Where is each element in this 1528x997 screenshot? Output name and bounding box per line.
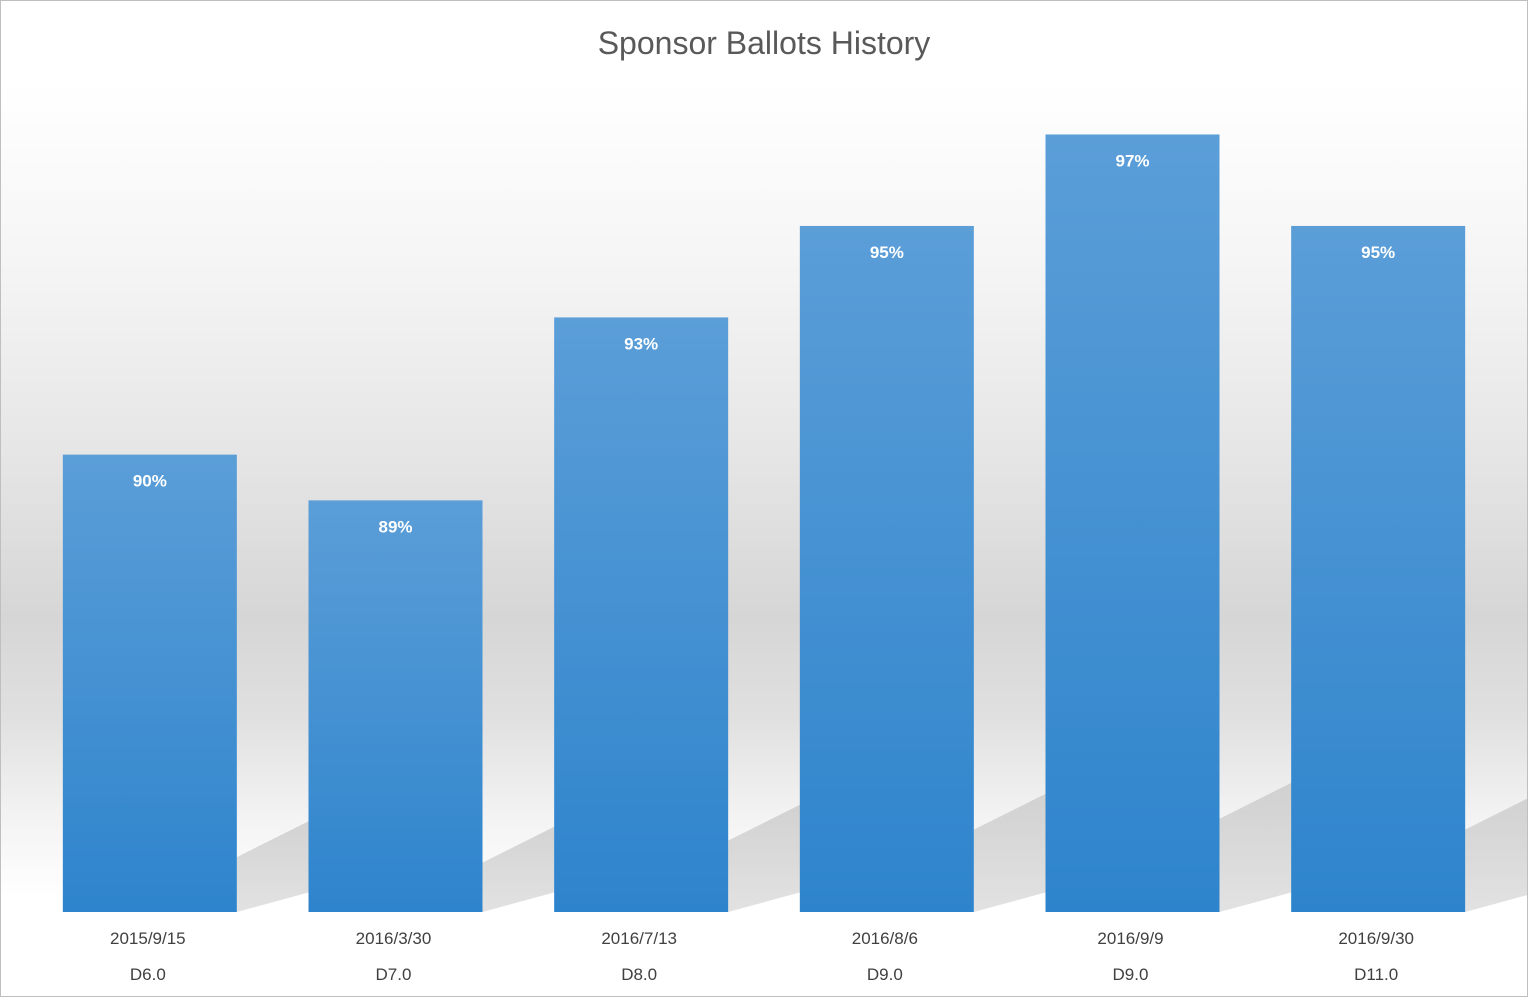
x-tick-label-version: D9.0	[867, 965, 903, 984]
x-tick-label-version: D8.0	[621, 965, 657, 984]
x-tick-label-version: D6.0	[130, 965, 166, 984]
bar-shadow	[1465, 798, 1527, 912]
bar	[1291, 225, 1466, 912]
data-label: 93%	[624, 334, 658, 353]
chart-title: Sponsor Ballots History	[597, 25, 931, 61]
data-labels: 90% 89% 93% 95% 97% 95%	[133, 151, 1395, 536]
bars	[62, 134, 1466, 913]
data-label: 95%	[870, 243, 904, 262]
x-tick-label-date: 2016/3/30	[356, 929, 432, 948]
x-tick-label-date: 2015/9/15	[110, 929, 186, 948]
bar	[62, 454, 237, 912]
x-tick-label-version: D7.0	[376, 965, 412, 984]
x-tick-label-version: D9.0	[1113, 965, 1149, 984]
data-label: 97%	[1115, 151, 1149, 170]
data-label: 95%	[1361, 243, 1395, 262]
data-label: 89%	[378, 517, 412, 536]
x-tick-label-date: 2016/7/13	[601, 929, 677, 948]
x-tick-label-date: 2016/8/6	[852, 929, 918, 948]
bar	[554, 317, 729, 913]
x-axis-tick-labels: 2015/9/15 D6.0 2016/3/30 D7.0 2016/7/13 D8.0 2…	[110, 929, 1414, 984]
x-tick-label-date: 2016/9/30	[1338, 929, 1414, 948]
bar	[308, 500, 483, 912]
x-tick-label-version: D11.0	[1354, 965, 1398, 984]
bar	[799, 225, 974, 912]
x-tick-label-date: 2016/9/9	[1097, 929, 1163, 948]
data-label: 90%	[133, 472, 167, 491]
bar	[1045, 134, 1220, 912]
